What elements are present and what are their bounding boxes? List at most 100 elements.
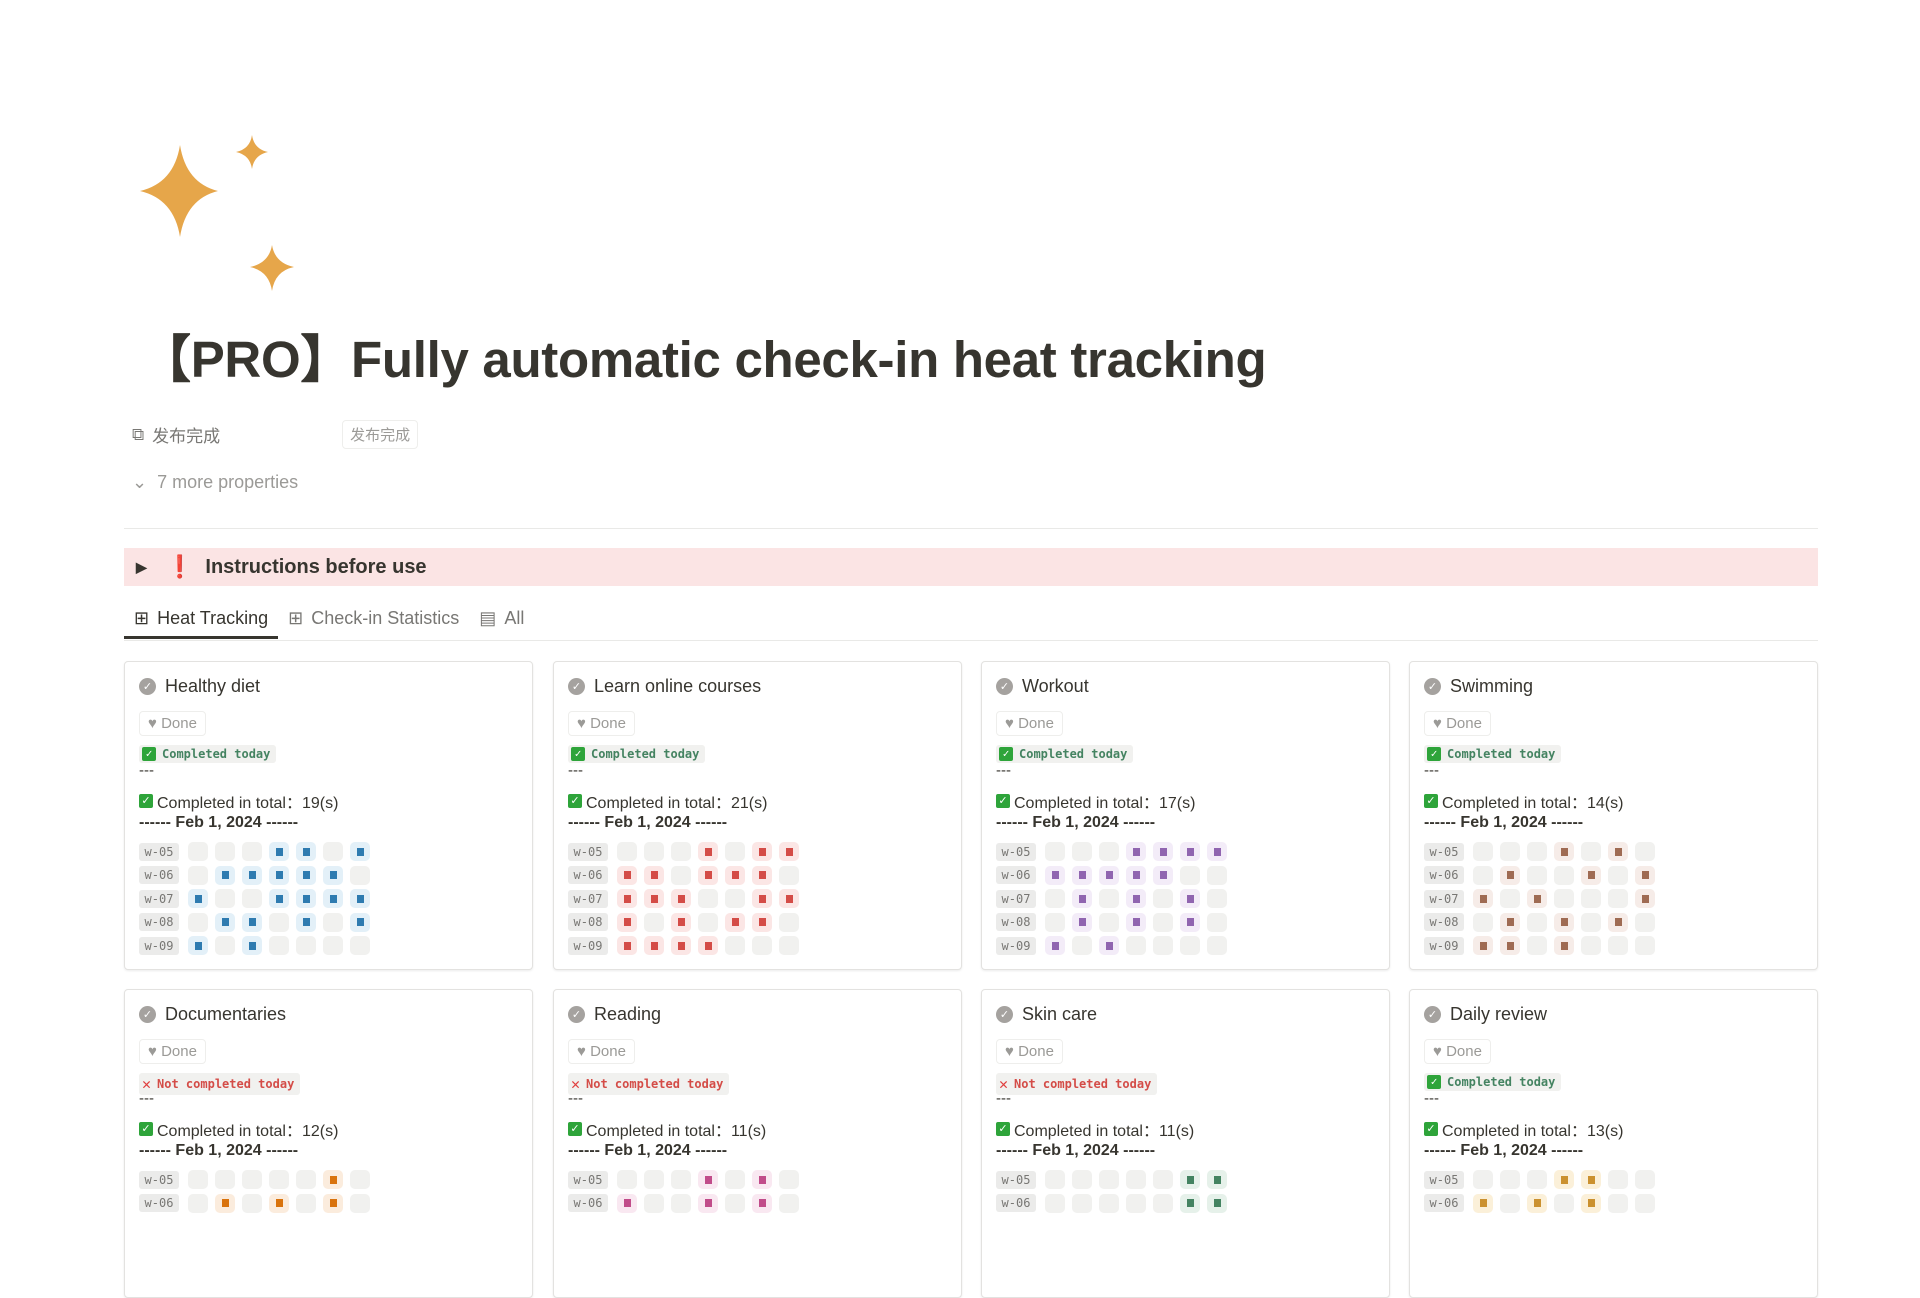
day-cell-done <box>188 889 208 909</box>
day-cell-empty <box>779 1193 799 1213</box>
habit-card[interactable]: ✓ Documentaries ♥ Done ✕ Not completed tod… <box>124 989 533 1298</box>
triangle-right-icon[interactable]: ▶ <box>136 558 147 575</box>
instructions-toggle[interactable]: ▶ ❗ Instructions before use <box>124 548 1818 586</box>
done-tag[interactable]: ♥ Done <box>996 711 1063 736</box>
day-cell-empty <box>188 865 208 885</box>
day-cell-empty <box>617 1170 637 1190</box>
tab-all[interactable]: ▤ All <box>469 600 534 636</box>
habit-card[interactable]: ✓ Swimming ♥ Done ✓ Completed today --- ✓ C… <box>1409 661 1818 970</box>
day-cell-done <box>1072 865 1092 885</box>
cross-mark-icon: ✕ <box>571 1075 581 1093</box>
day-cell-done <box>296 842 316 862</box>
day-cell-empty <box>1635 936 1655 956</box>
done-tag[interactable]: ♥ Done <box>568 711 635 736</box>
day-cell-empty <box>725 1193 745 1213</box>
day-cell-empty <box>1581 889 1601 909</box>
day-cell-done <box>698 842 718 862</box>
heat-grid: w-05 w-06 <box>1424 1168 1655 1215</box>
day-cell-done <box>323 1170 343 1190</box>
done-label: Done <box>1018 1043 1054 1060</box>
day-cell-done <box>779 889 799 909</box>
total-count: ✓ Completed in total：13(s) <box>1424 1117 1623 1141</box>
check-mark-icon: ✓ <box>1427 1075 1441 1089</box>
day-cell-done <box>1207 1193 1227 1213</box>
day-cell-done <box>1207 842 1227 862</box>
more-properties-toggle[interactable]: ⌄ 7 more properties <box>132 472 298 493</box>
card-title: ✓ Learn online courses <box>568 676 761 697</box>
day-cell-done <box>779 842 799 862</box>
day-cell-done <box>617 912 637 932</box>
day-cell-done <box>269 842 289 862</box>
day-cell-done <box>1473 936 1493 956</box>
card-title-text: Healthy diet <box>165 676 261 696</box>
divider <box>124 640 1818 641</box>
done-tag[interactable]: ♥ Done <box>1424 711 1491 736</box>
separator: --- <box>139 762 154 779</box>
day-cell-empty <box>1207 936 1227 956</box>
week-row: w-05 <box>139 840 370 864</box>
day-cell-done <box>1581 1193 1601 1213</box>
done-label: Done <box>590 715 626 732</box>
day-cell-empty <box>1581 842 1601 862</box>
total-count: ✓ Completed in total：19(s) <box>139 789 338 813</box>
habit-card[interactable]: ✓ Daily review ♥ Done ✓ Completed today --… <box>1409 989 1818 1298</box>
day-cell-done <box>1180 842 1200 862</box>
week-row: w-06 <box>568 1192 799 1216</box>
day-cell-empty <box>1099 1170 1119 1190</box>
done-tag[interactable]: ♥ Done <box>1424 1039 1491 1064</box>
day-cell-empty <box>1180 865 1200 885</box>
day-cell-empty <box>1635 1170 1655 1190</box>
status-text: Not completed today <box>1014 1077 1152 1091</box>
divider <box>124 528 1818 529</box>
callout-text: Instructions before use <box>205 555 427 578</box>
day-cell-empty <box>1473 912 1493 932</box>
habit-card[interactable]: ✓ Learn online courses ♥ Done ✓ Completed … <box>553 661 962 970</box>
property-value[interactable]: 发布完成 <box>342 420 419 449</box>
done-tag[interactable]: ♥ Done <box>139 711 206 736</box>
gallery-icon: ⊞ <box>134 607 150 628</box>
day-cell-done <box>752 889 772 909</box>
day-cell-done <box>1554 936 1574 956</box>
day-cell-done <box>698 1170 718 1190</box>
day-cell-empty <box>350 865 370 885</box>
day-cell-done <box>1180 889 1200 909</box>
week-label: w-07 <box>996 889 1036 908</box>
tab-check-in-statistics[interactable]: ⊞ Check-in Statistics <box>278 600 469 636</box>
day-cell-done <box>617 889 637 909</box>
table-icon: ▤ <box>479 607 497 628</box>
separator: --- <box>996 1090 1011 1107</box>
week-row: w-07 <box>139 887 370 911</box>
week-row: w-07 <box>996 887 1227 911</box>
status-text: Completed today <box>1447 747 1556 761</box>
day-cell-empty <box>644 912 664 932</box>
habit-card[interactable]: ✓ Healthy diet ♥ Done ✓ Completed today --… <box>124 661 533 970</box>
habit-card[interactable]: ✓ Reading ♥ Done ✕ Not completed today ---… <box>553 989 962 1298</box>
day-cell-empty <box>1207 889 1227 909</box>
page-title: 【PRO】Fully automatic check-in heat track… <box>140 331 1267 388</box>
habit-card[interactable]: ✓ Skin care ♥ Done ✕ Not completed today -… <box>981 989 1390 1298</box>
day-cell-empty <box>1072 842 1092 862</box>
done-tag[interactable]: ♥ Done <box>996 1039 1063 1064</box>
done-tag[interactable]: ♥ Done <box>139 1039 206 1064</box>
habit-card[interactable]: ✓ Workout ♥ Done ✓ Completed today --- ✓ Co… <box>981 661 1390 970</box>
day-cell-empty <box>350 936 370 956</box>
day-cell-done <box>725 865 745 885</box>
week-row: w-06 <box>996 864 1227 888</box>
card-title-text: Learn online courses <box>594 676 762 696</box>
day-cell-empty <box>1045 1170 1065 1190</box>
heat-grid: w-05 w-06 w-07 w-08 w-09 <box>996 840 1227 958</box>
date-line: ------ Feb 1, 2024 ------ <box>568 1142 728 1159</box>
check-mark-icon: ✓ <box>139 1122 153 1136</box>
card-title: ✓ Documentaries <box>139 1004 286 1025</box>
property-row[interactable]: ⧉ 发布完成 发布完成 <box>132 420 419 449</box>
day-cell-empty <box>269 1170 289 1190</box>
done-tag[interactable]: ♥ Done <box>568 1039 635 1064</box>
tab-heat-tracking[interactable]: ⊞ Heat Tracking <box>124 600 279 639</box>
day-cell-done <box>671 936 691 956</box>
card-title-text: Documentaries <box>165 1004 287 1024</box>
total-text: Completed in total：17(s) <box>1014 795 1196 812</box>
check-mark-icon: ✓ <box>996 1122 1010 1136</box>
day-cell-empty <box>1581 936 1601 956</box>
day-cell-empty <box>215 936 235 956</box>
today-status-badge: ✓ Completed today <box>996 745 1134 763</box>
